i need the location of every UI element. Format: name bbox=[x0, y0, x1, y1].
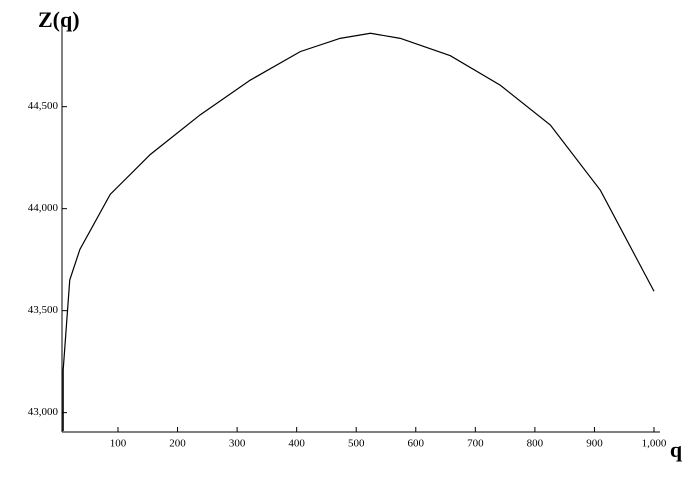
y-tick-label: 43,500 bbox=[28, 304, 59, 316]
data-line bbox=[62, 32, 655, 431]
x-tick-label: 200 bbox=[169, 438, 186, 450]
y-tick-label: 43,000 bbox=[28, 406, 59, 418]
x-axis-label: q bbox=[670, 437, 683, 462]
x-tick-label: 900 bbox=[586, 438, 603, 450]
x-tick-label: 1,000 bbox=[642, 438, 667, 450]
x-tick-label: 800 bbox=[527, 438, 544, 450]
y-tick-label: 44,000 bbox=[28, 202, 59, 214]
x-tick-label: 300 bbox=[229, 438, 246, 450]
x-tick-label: 700 bbox=[467, 438, 484, 450]
x-tick-label: 400 bbox=[288, 438, 305, 450]
x-tick-label: 600 bbox=[408, 438, 425, 450]
y-tick-label: 44,500 bbox=[28, 100, 59, 112]
x-tick-label: 100 bbox=[110, 438, 127, 450]
y-axis-label: Z(q) bbox=[38, 7, 80, 32]
x-tick-label: 500 bbox=[348, 438, 365, 450]
